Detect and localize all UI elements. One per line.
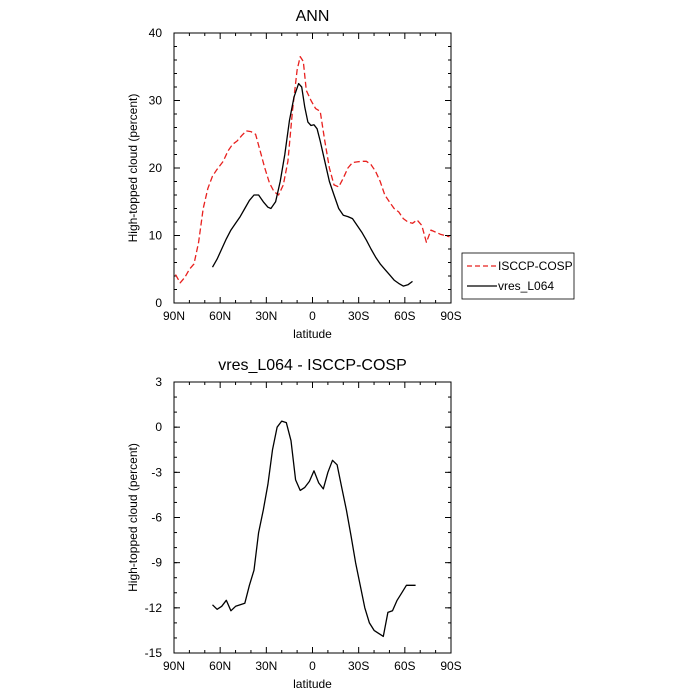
y-tick-label: 10: [149, 229, 163, 243]
y-axis-label: High-topped cloud (percent): [126, 443, 140, 592]
x-tick-label: 90N: [163, 309, 185, 323]
x-tick-label: 0: [309, 659, 316, 673]
series-line-1: [211, 82, 413, 287]
chart-1: vres_L064 - ISCCP-COSP 90N 60N 30N 0 30S 60S 90…: [126, 357, 462, 691]
legend: ISCCP-COSP vres_L064: [461, 252, 575, 300]
chart-title: vres_L064 - ISCCP-COSP: [218, 357, 407, 374]
x-tick-label: 60S: [394, 309, 415, 323]
y-tick-label: -3: [151, 465, 162, 479]
series-line-0: [174, 55, 450, 284]
y-tick-label: 30: [149, 94, 163, 108]
legend-label: ISCCP-COSP: [498, 259, 573, 273]
x-tick-label: 90S: [440, 659, 461, 673]
y-tick-label: -15: [145, 646, 163, 660]
x-tick-label: 60S: [394, 659, 415, 673]
y-tick-label: 40: [149, 26, 163, 40]
y-tick-label: -6: [151, 511, 162, 525]
y-tick-label: -9: [151, 556, 162, 570]
x-tick-label: 30S: [348, 309, 369, 323]
x-tick-label: 0: [309, 309, 316, 323]
series-line-0: [212, 420, 416, 638]
y-axis-label: High-topped cloud (percent): [126, 94, 140, 243]
x-tick-label: 90N: [163, 659, 185, 673]
x-axis-label: latitude: [293, 327, 332, 341]
legend-label: vres_L064: [498, 279, 554, 293]
x-axis-label: latitude: [293, 677, 332, 691]
x-tick-label: 60N: [209, 659, 231, 673]
legend-box: [461, 252, 575, 300]
x-tick-label: 30S: [348, 659, 369, 673]
x-tick-label: 90S: [440, 309, 461, 323]
y-tick-label: 0: [155, 296, 162, 310]
chart-0: ANN 90N 60N 30N 0 30S 60S 90S 0 10 20 30 40 latitude H…: [126, 8, 575, 341]
x-tick-label: 60N: [209, 309, 231, 323]
chart-title: ANN: [296, 8, 330, 25]
y-tick-label: -12: [145, 601, 163, 615]
y-tick-label: 0: [155, 420, 162, 434]
y-tick-label: 3: [155, 375, 162, 389]
y-tick-label: 20: [149, 161, 163, 175]
plot-frame: [173, 381, 452, 654]
x-tick-label: 30N: [255, 659, 277, 673]
x-tick-label: 30N: [255, 309, 277, 323]
